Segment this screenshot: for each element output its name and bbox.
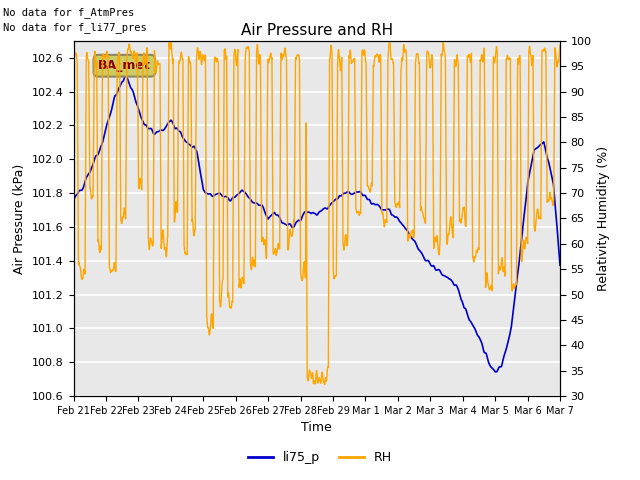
Text: No data for f_li77_pres: No data for f_li77_pres bbox=[3, 22, 147, 33]
Legend: li75_p, RH: li75_p, RH bbox=[243, 446, 397, 469]
Text: No data for f_AtmPres: No data for f_AtmPres bbox=[3, 7, 134, 18]
Text: BA_met: BA_met bbox=[98, 59, 150, 72]
Y-axis label: Air Pressure (kPa): Air Pressure (kPa) bbox=[13, 163, 26, 274]
Y-axis label: Relativity Humidity (%): Relativity Humidity (%) bbox=[597, 146, 610, 291]
Title: Air Pressure and RH: Air Pressure and RH bbox=[241, 23, 393, 38]
X-axis label: Time: Time bbox=[301, 421, 332, 434]
